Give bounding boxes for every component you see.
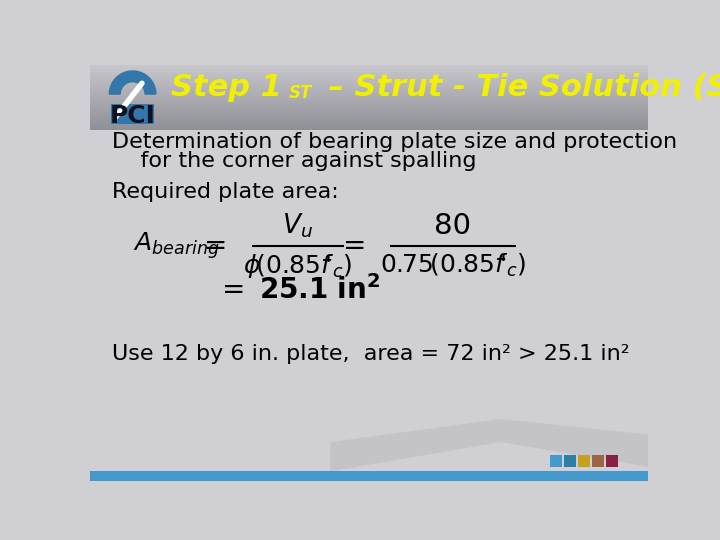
Bar (90, 115, 648, 116)
Bar (90, 93, 648, 94)
Bar (90, 71, 648, 72)
Bar (90, 72, 648, 73)
Bar (90, 87, 648, 88)
Bar (90, 128, 648, 129)
Bar (90, 94, 648, 95)
Bar (90, 92, 648, 93)
Bar (90, 67, 648, 68)
Bar (90, 123, 648, 124)
Text: $=\ \mathbf{25.1\ in^2}$: $=\ \mathbf{25.1\ in^2}$ (215, 275, 379, 305)
Bar (90, 471, 648, 481)
Text: Step 1: Step 1 (171, 73, 282, 103)
Bar (90, 129, 648, 130)
Bar (90, 98, 648, 99)
Bar (90, 91, 648, 92)
Bar (90, 113, 648, 114)
Text: for the corner against spalling: for the corner against spalling (112, 151, 476, 171)
Bar (90, 112, 648, 113)
Bar (90, 105, 648, 106)
Bar (90, 127, 648, 128)
Text: =: = (343, 232, 366, 260)
Text: $\phi\!\left(0.85f\!'_c\right)$: $\phi\!\left(0.85f\!'_c\right)$ (243, 252, 352, 280)
Bar (90, 114, 648, 115)
Polygon shape (330, 419, 648, 471)
Text: =: = (204, 232, 228, 260)
Bar (90, 68, 648, 69)
Bar (90, 118, 648, 119)
Bar (593, 455, 604, 467)
Bar (90, 79, 648, 80)
Bar (90, 82, 648, 83)
Bar (90, 126, 648, 127)
Text: $0.75\!\left(0.85f\!'_c\right)$: $0.75\!\left(0.85f\!'_c\right)$ (379, 252, 526, 279)
Bar (90, 107, 648, 108)
Bar (90, 119, 648, 120)
Bar (90, 89, 648, 90)
Bar (90, 116, 648, 117)
Bar (90, 76, 648, 77)
Bar (90, 122, 648, 123)
Bar (90, 66, 648, 67)
Bar (90, 100, 648, 101)
Bar (90, 80, 648, 81)
Bar (90, 106, 648, 107)
Bar (90, 73, 648, 74)
Text: Required plate area:: Required plate area: (112, 182, 338, 202)
Bar (90, 65, 648, 66)
Bar (90, 102, 648, 103)
Bar (578, 455, 590, 467)
Bar (90, 117, 648, 118)
Text: – Strut - Tie Solution (ST): – Strut - Tie Solution (ST) (318, 73, 720, 103)
Polygon shape (109, 71, 156, 94)
Bar (90, 108, 648, 109)
Bar (111, 104, 154, 124)
Bar (90, 121, 648, 122)
Bar (90, 95, 648, 96)
Text: Determination of bearing plate size and protection: Determination of bearing plate size and … (112, 132, 677, 152)
Bar (564, 455, 576, 467)
Text: Use 12 by 6 in. plate,  area = 72 in² > 25.1 in²: Use 12 by 6 in. plate, area = 72 in² > 2… (112, 343, 629, 363)
Text: PCI: PCI (109, 104, 156, 127)
Bar (90, 74, 648, 75)
Bar (90, 120, 648, 121)
Text: $V_u$: $V_u$ (282, 212, 313, 240)
Bar (90, 69, 648, 70)
Bar (90, 130, 648, 481)
Bar (90, 104, 648, 105)
Bar (90, 88, 648, 89)
Bar (90, 84, 648, 85)
Bar (90, 124, 648, 125)
Bar (90, 83, 648, 84)
Bar (90, 81, 648, 82)
Text: 80: 80 (434, 212, 471, 240)
Bar (90, 99, 648, 100)
Bar (90, 101, 648, 102)
Bar (90, 75, 648, 76)
Bar (90, 97, 648, 98)
Bar (90, 70, 648, 71)
Bar (90, 78, 648, 79)
Bar (90, 111, 648, 112)
Bar (90, 86, 648, 87)
Bar (90, 103, 648, 104)
Bar (550, 455, 562, 467)
Bar (606, 455, 618, 467)
Text: ST: ST (289, 84, 312, 102)
Bar (90, 77, 648, 78)
Bar (90, 85, 648, 86)
Text: $A_{bearing}$: $A_{bearing}$ (133, 231, 220, 261)
Bar (90, 125, 648, 126)
Bar (90, 109, 648, 110)
Bar (90, 90, 648, 91)
Bar (90, 96, 648, 97)
Bar (90, 110, 648, 111)
